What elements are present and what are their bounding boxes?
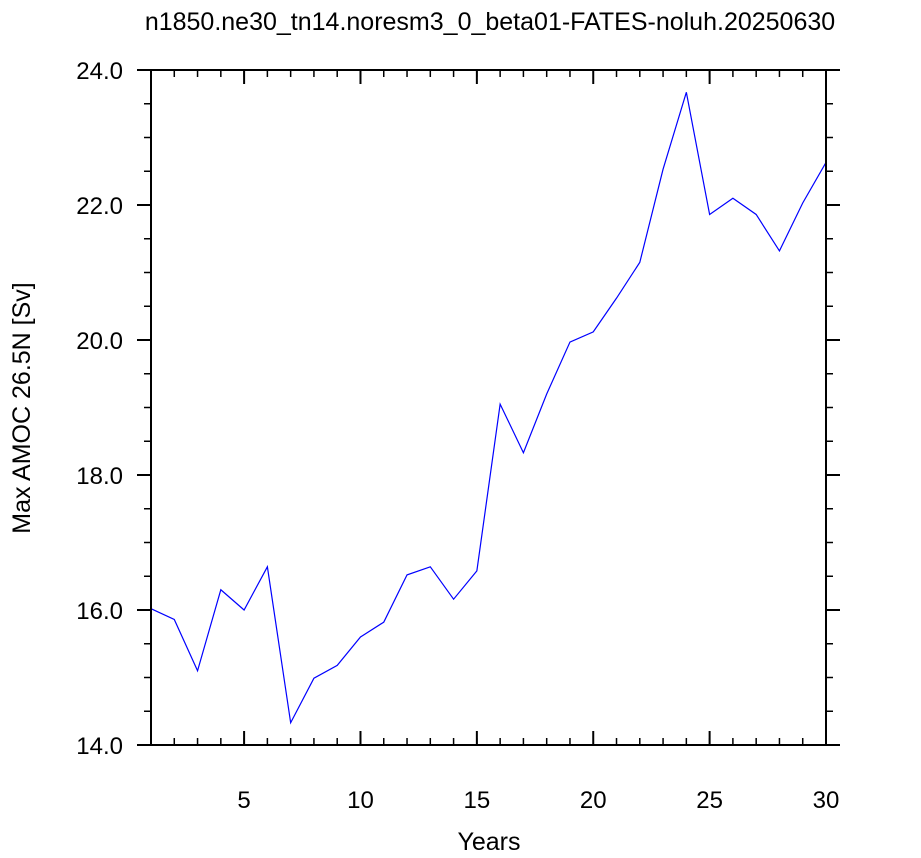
x-tick-label: 30 bbox=[813, 787, 840, 814]
y-tick-label: 22.0 bbox=[76, 193, 123, 220]
tick-labels: 5 10 15 20 25 30 14.0 16.0 18.0 20.0 22.0 24.0 bbox=[76, 58, 839, 814]
minor-ticks bbox=[144, 69, 833, 746]
chart-title: n1850.ne30_tn14.noresm3_0_beta01-FATES-n… bbox=[145, 8, 835, 36]
major-ticks bbox=[137, 69, 840, 746]
y-tick-label: 14.0 bbox=[76, 733, 123, 760]
x-tick-label: 25 bbox=[696, 787, 723, 814]
y-tick-label: 24.0 bbox=[76, 58, 123, 85]
y-tick-label: 16.0 bbox=[76, 598, 123, 625]
series-line bbox=[150, 92, 827, 725]
x-tick-label: 15 bbox=[464, 787, 491, 814]
y-axis-label: Max AMOC 26.5N [Sv] bbox=[8, 282, 36, 533]
x-tick-label: 20 bbox=[580, 787, 607, 814]
x-tick-label: 10 bbox=[347, 787, 374, 814]
y-tick-label: 20.0 bbox=[76, 328, 123, 355]
plot-frame bbox=[150, 69, 827, 746]
y-tick-label: 18.0 bbox=[76, 463, 123, 490]
x-tick-label: 5 bbox=[237, 787, 250, 814]
x-axis-label: Years bbox=[457, 828, 520, 856]
